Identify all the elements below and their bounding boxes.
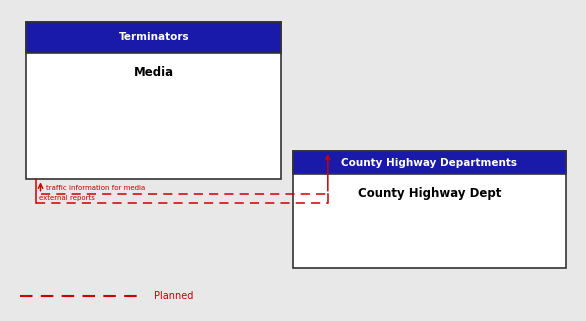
Text: Terminators: Terminators <box>118 32 189 42</box>
Bar <box>26 22 281 53</box>
Text: traffic information for media: traffic information for media <box>46 185 145 191</box>
Bar <box>293 151 566 174</box>
Text: Planned: Planned <box>154 291 193 301</box>
Bar <box>26 22 281 179</box>
Text: Media: Media <box>134 66 174 79</box>
Bar <box>293 151 566 268</box>
Text: external reports: external reports <box>39 195 95 201</box>
Text: County Highway Dept: County Highway Dept <box>357 187 501 200</box>
Text: County Highway Departments: County Highway Departments <box>342 158 517 168</box>
